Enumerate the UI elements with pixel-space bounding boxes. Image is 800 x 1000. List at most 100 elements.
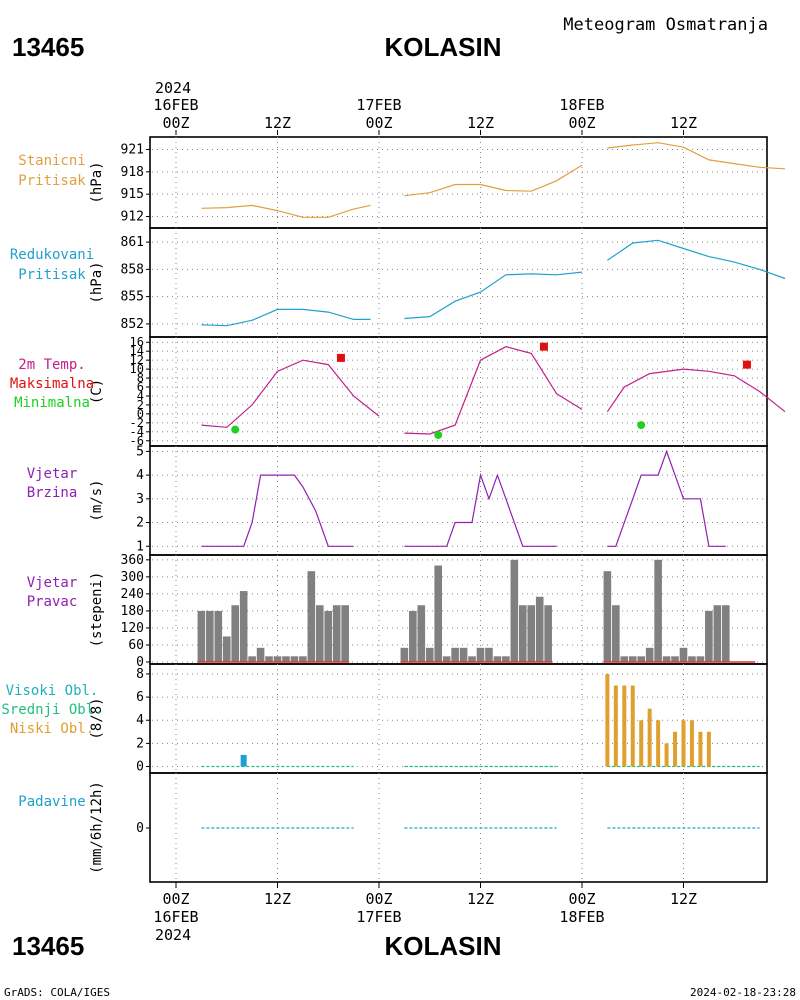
y-tick-label: 0 [136, 760, 144, 775]
panel-reduced_pressure: 852 855 858 861 (hPa)Redukovani Pritisak [10, 227, 786, 338]
series-line [607, 142, 786, 170]
wind-direction-bar [400, 647, 409, 662]
series-label: Vjetar [27, 466, 78, 482]
wind-direction-bar [679, 647, 688, 662]
low-cloud-bar [664, 743, 669, 767]
low-cloud-bar [698, 731, 703, 767]
wind-direction-bar [273, 656, 282, 662]
y-tick-label: 4 [136, 468, 144, 483]
series-label: 2m Temp. [18, 357, 85, 373]
wind-direction-bar [282, 656, 290, 662]
wind-direction-bar [468, 656, 476, 662]
panel-wind_speed: 1 2 3 4 5 (m/s) Vjetar Brzina [27, 444, 768, 556]
wind-direction-bar [442, 656, 451, 662]
low-cloud-bar [630, 685, 635, 767]
wind-direction-bar [434, 565, 443, 662]
wind-direction-bar [417, 605, 426, 662]
wind-direction-bar [409, 610, 417, 662]
series-label: Niski Obl. [10, 721, 94, 737]
series-label: Pritisak [18, 173, 86, 189]
wind-direction-bar [527, 605, 536, 662]
wind-direction-bar [713, 605, 722, 662]
y-tick-label: 120 [121, 621, 144, 636]
y-tick-label: 4 [136, 713, 144, 728]
wind-direction-bar [688, 656, 696, 662]
top-date-label: 16FEB [153, 96, 198, 114]
y-tick-label: 861 [121, 235, 144, 250]
y-tick-label: 6 [137, 380, 144, 394]
series-label: Srednji Obl. [1, 702, 102, 718]
series-label: Pravac [27, 594, 78, 610]
series-label: Pritisak [18, 267, 86, 283]
low-cloud-bar [681, 720, 686, 767]
wind-direction-bar [332, 605, 341, 662]
wind-direction-bar [256, 647, 265, 662]
low-cloud-bar [639, 720, 644, 767]
wind-direction-bar [510, 559, 519, 662]
series-line [606, 368, 786, 413]
bottom-date-label: 17FEB [356, 908, 401, 926]
max-temp-marker [742, 360, 751, 369]
wind-direction-bar [662, 656, 671, 662]
series-line [404, 472, 557, 547]
series-label: Redukovani [10, 247, 94, 263]
y-tick-label: 240 [121, 587, 144, 602]
panel-frame [149, 227, 768, 338]
bottom-hour-label: 12Z [467, 890, 494, 908]
wind-direction-bar [696, 656, 705, 662]
bottom-hour-label: 00Z [162, 890, 189, 908]
top-hour-label: 12Z [670, 114, 697, 132]
low-cloud-bar [613, 685, 618, 767]
top-hour-label: 00Z [162, 114, 189, 132]
y-axis-label: (C) [89, 379, 105, 404]
y-tick-label: 8 [137, 371, 144, 385]
series-label: Stanicni [18, 153, 85, 169]
wind-direction-bar [197, 610, 206, 662]
series-line [201, 204, 371, 218]
y-tick-label: 6 [136, 690, 144, 705]
footer-left: GrADS: COLA/IGES [4, 986, 110, 999]
wind-direction-bar [307, 571, 316, 662]
series-line [607, 449, 726, 547]
low-cloud-bar [605, 673, 610, 767]
series-line [201, 359, 380, 428]
wind-direction-bar [671, 656, 679, 662]
wind-direction-bar [265, 656, 273, 662]
y-tick-label: 60 [128, 638, 144, 653]
series-line [607, 239, 786, 280]
top-hour-label: 00Z [365, 114, 392, 132]
y-tick-label: -4 [130, 425, 144, 439]
max-temp-marker [539, 342, 548, 351]
y-tick-label: 2 [136, 736, 144, 751]
wind-direction-bar [721, 605, 730, 662]
wind-direction-bar [645, 647, 654, 662]
y-tick-label: 180 [121, 604, 144, 619]
y-axis-label: (hPa) [89, 161, 105, 203]
station-id-bottom: 13465 [12, 931, 84, 961]
wind-direction-bar [493, 656, 502, 662]
wind-direction-bar [654, 559, 662, 662]
station-id-top: 13465 [12, 32, 84, 62]
wind-direction-bar [222, 636, 231, 662]
wind-direction-bar [290, 656, 299, 662]
y-tick-label: 3 [136, 492, 144, 507]
y-tick-label: 1 [136, 539, 144, 554]
wind-direction-bar [315, 605, 324, 662]
y-tick-label: 858 [121, 262, 144, 277]
top-hour-label: 00Z [568, 114, 595, 132]
station-name-top: KOLASIN [385, 32, 502, 62]
y-axis-label: (hPa) [89, 261, 105, 303]
y-tick-label: 12 [130, 353, 144, 367]
wind-direction-bar [603, 571, 612, 662]
wind-direction-bar [451, 647, 459, 662]
bottom-hour-label: 12Z [264, 890, 291, 908]
top-date-label: 17FEB [356, 96, 401, 114]
footer-right: 2024-02-18-23:28 [690, 986, 796, 999]
chart-title: Meteogram Osmatranja [563, 15, 768, 35]
y-tick-label: 921 [121, 142, 144, 157]
low-cloud-bar [689, 720, 694, 767]
bottom-hour-label: 12Z [670, 890, 697, 908]
wind-direction-bar [518, 605, 527, 662]
series-line [404, 346, 583, 435]
